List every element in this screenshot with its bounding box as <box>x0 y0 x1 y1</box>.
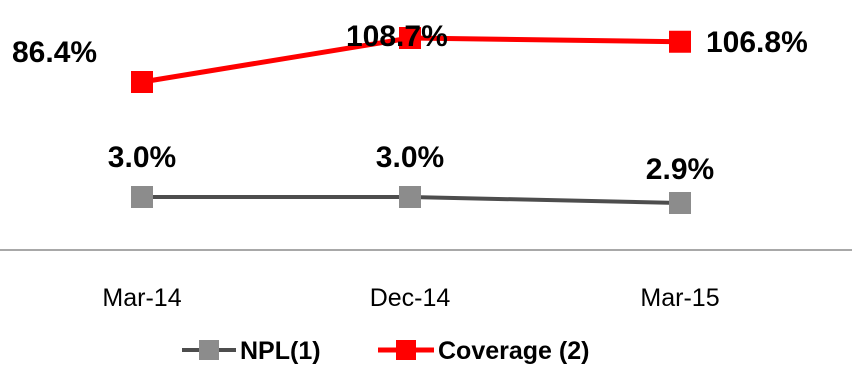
data-point-coverage-2-mar-15 <box>669 30 691 53</box>
data-label-coverage-2-dec-14: 108.7% <box>346 20 448 53</box>
x-tick-label-dec-14: Dec-14 <box>370 284 451 312</box>
x-tick-label-mar-14: Mar-14 <box>102 284 181 312</box>
legend-label: NPL(1) <box>240 337 321 365</box>
data-point-npl-1-mar-14 <box>131 186 153 208</box>
data-label-coverage-2-mar-14: 86.4% <box>12 36 97 69</box>
legend: NPL(1) Coverage (2) <box>182 337 589 365</box>
legend-swatch-marker <box>396 340 416 360</box>
data-label-npl-1-dec-14: 3.0% <box>376 141 444 174</box>
x-tick-label-mar-15: Mar-15 <box>640 284 719 312</box>
data-label-npl-1-mar-15: 2.9% <box>646 153 714 186</box>
legend-swatch-marker <box>199 340 219 360</box>
legend-label: Coverage (2) <box>438 337 589 365</box>
data-label-npl-1-mar-14: 3.0% <box>108 141 176 174</box>
series-layer: 3.0% 3.0% 2.9% 86.4% 108.7% 106.8% <box>12 20 808 214</box>
data-point-npl-1-mar-15 <box>669 192 691 214</box>
data-point-coverage-2-mar-14 <box>131 71 153 93</box>
legend-item-npl-1: NPL(1) <box>182 337 321 365</box>
data-point-coverage-2-dec-14 <box>399 27 421 49</box>
data-label-coverage-2-mar-15: 106.8% <box>706 26 808 59</box>
x-axis-tick-labels: Mar-14 Dec-14 Mar-15 <box>102 284 719 312</box>
series-coverage-2: 86.4% 108.7% 106.8% <box>12 20 808 93</box>
legend-item-coverage-2: Coverage (2) <box>378 337 589 365</box>
series-npl-1: 3.0% 3.0% 2.9% <box>108 141 714 214</box>
data-point-npl-1-dec-14 <box>399 186 421 208</box>
